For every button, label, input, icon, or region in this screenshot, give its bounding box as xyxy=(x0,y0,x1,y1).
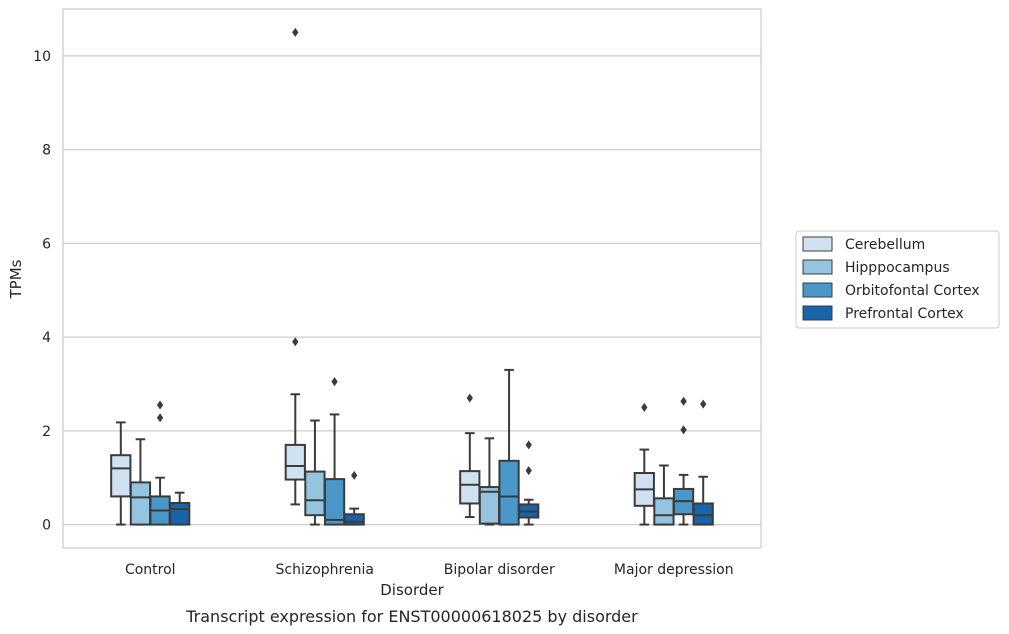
legend: Cerebellum Hipppocampus Orbitofontal Corte… xyxy=(795,230,1000,329)
outlier-point xyxy=(292,337,299,347)
outlier-point xyxy=(156,400,164,410)
box-hipppocampus xyxy=(478,437,501,526)
box-orbitofontal-cortex xyxy=(498,368,520,526)
box-prefrontal-cortex xyxy=(343,470,365,526)
outlier-point xyxy=(156,413,164,423)
outlier-point xyxy=(525,466,532,476)
box-cerebellum xyxy=(633,402,655,526)
box-hipppocampus xyxy=(304,419,326,526)
x-tick-label: Major depression xyxy=(614,562,734,578)
box-orbitofontal-cortex xyxy=(149,400,171,526)
legend-swatch xyxy=(802,282,833,298)
outlier-point xyxy=(680,425,687,435)
iqr-box xyxy=(653,497,675,526)
iqr-box xyxy=(692,502,714,526)
x-tick-label: Control xyxy=(125,562,176,578)
iqr-box xyxy=(129,481,152,526)
outlier-point xyxy=(351,470,358,480)
outlier-point xyxy=(466,393,473,403)
y-tick-label: 10 xyxy=(33,49,51,65)
box-prefrontal-cortex xyxy=(169,491,191,526)
box-prefrontal-cortex xyxy=(518,440,540,526)
outlier-point xyxy=(292,27,299,37)
legend-label: Hipppocampus xyxy=(845,260,950,276)
iqr-box xyxy=(498,459,520,526)
y-tick-label: 4 xyxy=(42,330,51,346)
boxes xyxy=(110,27,714,526)
y-tick-label: 0 xyxy=(42,518,51,534)
x-axis-ticks: Control Schizophrenia Bipolar disorder Majo… xyxy=(125,562,734,578)
y-axis-title: TPMs xyxy=(7,259,25,299)
iqr-box xyxy=(284,443,306,481)
outlier-point xyxy=(680,396,687,406)
iqr-box xyxy=(323,478,346,526)
box-cerebellum xyxy=(459,393,481,519)
box-prefrontal-cortex xyxy=(692,399,714,526)
box-hipppocampus xyxy=(129,438,152,526)
gridlines xyxy=(63,55,761,526)
box-hipppocampus xyxy=(653,464,675,526)
y-tick-label: 2 xyxy=(42,424,51,440)
y-axis-ticks: 0 2 4 6 8 10 xyxy=(33,49,51,534)
box-cerebellum xyxy=(284,27,306,506)
legend-label: Orbitofontal Cortex xyxy=(845,283,980,299)
y-tick-label: 8 xyxy=(42,143,51,159)
iqr-box xyxy=(343,513,365,526)
legend-label: Prefrontal Cortex xyxy=(845,306,964,322)
iqr-box xyxy=(169,502,191,526)
legend-swatch xyxy=(802,259,833,275)
iqr-box xyxy=(110,454,132,498)
x-tick-label: Schizophrenia xyxy=(276,562,374,578)
box-orbitofontal-cortex xyxy=(323,377,346,526)
x-tick-label: Bipolar disorder xyxy=(444,562,555,578)
outlier-point xyxy=(525,440,532,450)
chart-caption: Transcript expression for ENST0000061802… xyxy=(185,607,638,626)
outlier-point xyxy=(331,377,338,387)
outlier-point xyxy=(700,399,707,409)
legend-frame xyxy=(795,230,1000,329)
outlier-point xyxy=(641,402,648,412)
x-axis-title: Disorder xyxy=(380,581,444,599)
legend-label: Cerebellum xyxy=(845,237,925,253)
iqr-box xyxy=(459,470,481,505)
legend-swatch xyxy=(802,305,833,321)
box-orbitofontal-cortex xyxy=(672,396,695,526)
plot-area-frame xyxy=(62,8,762,549)
box-cerebellum xyxy=(110,421,132,526)
legend-swatch xyxy=(802,236,833,252)
iqr-box xyxy=(304,470,326,517)
y-tick-label: 6 xyxy=(42,236,51,252)
